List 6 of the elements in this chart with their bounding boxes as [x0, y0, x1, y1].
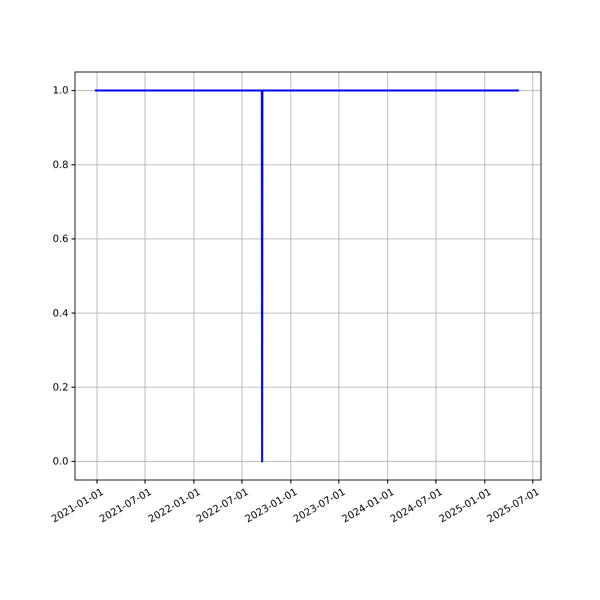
y-tick-label: 0.0 — [52, 456, 68, 468]
y-tick-label: 0.2 — [52, 382, 68, 394]
y-tick-label: 1.0 — [52, 86, 68, 97]
y-tick-label: 0.4 — [52, 308, 68, 320]
y-tick-label: 0.8 — [52, 160, 68, 171]
y-tick-label: 0.6 — [52, 234, 68, 246]
